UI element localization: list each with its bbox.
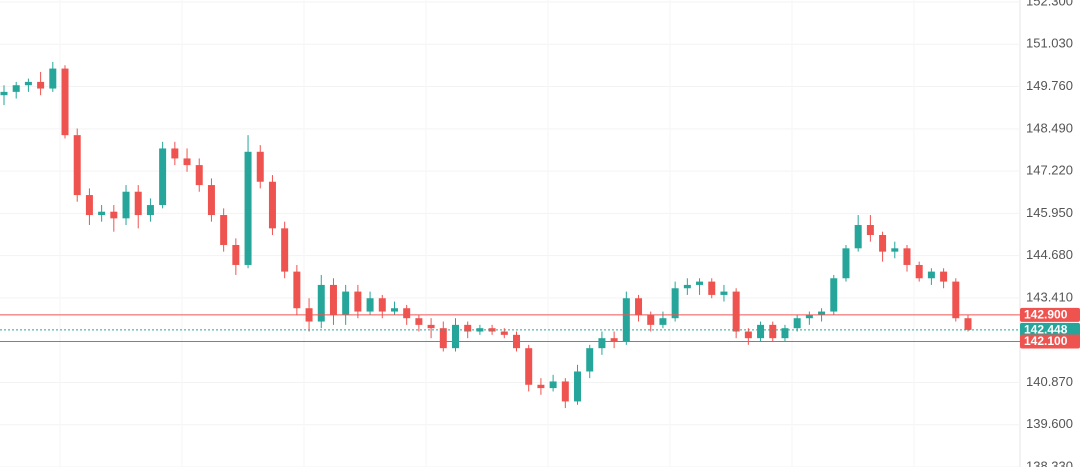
candle-body xyxy=(354,291,362,312)
candle-body xyxy=(183,158,191,166)
candle-body xyxy=(171,148,179,159)
candle-body xyxy=(390,308,398,312)
candle-body xyxy=(964,318,972,330)
candle-body xyxy=(805,314,813,319)
candle-body xyxy=(842,248,850,279)
y-tick-label: 143.410 xyxy=(1026,289,1073,304)
candle-body xyxy=(525,348,533,385)
candle-body xyxy=(708,281,716,295)
candle-body xyxy=(451,324,459,349)
candle-body xyxy=(110,211,118,219)
candle-body xyxy=(781,328,789,339)
candle-body xyxy=(903,248,911,265)
candle-body xyxy=(134,191,142,216)
candle-body xyxy=(598,338,606,349)
candle-body xyxy=(927,271,935,279)
candle-body xyxy=(683,284,691,289)
candle-body xyxy=(622,298,630,342)
candle-body xyxy=(744,331,752,339)
candle-body xyxy=(952,281,960,319)
candle-body xyxy=(696,281,704,285)
candle-body xyxy=(244,151,252,265)
y-tick-label: 149.760 xyxy=(1026,78,1073,93)
candle-body xyxy=(207,185,215,216)
candle-body xyxy=(586,348,594,372)
candle-body xyxy=(415,318,423,325)
candle-body xyxy=(757,324,765,339)
candle-body xyxy=(281,228,289,272)
y-tick-label: 151.030 xyxy=(1026,36,1073,51)
candle-body xyxy=(720,291,728,295)
candle-body xyxy=(659,318,667,325)
candle-body xyxy=(122,191,130,219)
candle-body xyxy=(854,225,862,249)
candle-body xyxy=(146,205,154,216)
candle-body xyxy=(500,331,508,335)
candle-body xyxy=(195,165,203,186)
candle-body xyxy=(98,211,106,216)
candle-body xyxy=(549,381,557,389)
y-tick-label: 139.600 xyxy=(1026,416,1073,431)
candle-body xyxy=(317,284,325,322)
candle-body xyxy=(12,85,20,92)
candle-body xyxy=(439,328,447,349)
candle-body xyxy=(427,324,435,329)
candle-body xyxy=(940,271,948,282)
candle-body xyxy=(537,384,545,389)
candle-body xyxy=(73,135,81,196)
candle-body xyxy=(671,288,679,319)
y-tick-label: 144.680 xyxy=(1026,247,1073,262)
level-label: 142.900 xyxy=(1024,308,1068,322)
candle-body xyxy=(574,371,582,402)
candle-body xyxy=(830,278,838,312)
y-tick-label: 138.330 xyxy=(1026,458,1073,467)
candle-body xyxy=(49,68,57,89)
candle-body xyxy=(818,311,826,315)
candle-body xyxy=(915,264,923,279)
candle-body xyxy=(635,298,643,315)
candle-body xyxy=(37,81,45,89)
candle-body xyxy=(866,225,874,235)
candle-body xyxy=(403,308,411,319)
candle-body xyxy=(561,381,569,402)
y-tick-label: 140.870 xyxy=(1026,374,1073,389)
level-label: 142.448 xyxy=(1024,323,1068,337)
candle-body xyxy=(329,284,337,315)
candle-body xyxy=(0,91,8,96)
candle-body xyxy=(647,314,655,325)
candle-body xyxy=(378,298,386,312)
candle-body xyxy=(159,148,167,206)
candle-body xyxy=(61,68,69,136)
level-label-box xyxy=(1020,322,1080,337)
candle-body xyxy=(220,215,228,245)
candle-body xyxy=(793,318,801,329)
candle-body xyxy=(891,248,899,252)
candle-body xyxy=(342,291,350,315)
candle-body xyxy=(268,181,276,229)
candle-body xyxy=(769,324,777,339)
candle-body xyxy=(879,234,887,252)
candle-body xyxy=(464,324,472,332)
candle-body xyxy=(476,328,484,332)
candle-body xyxy=(256,151,264,182)
candle-body xyxy=(232,244,240,265)
candle-body xyxy=(610,338,618,342)
y-tick-label: 147.220 xyxy=(1026,163,1073,178)
candle-body xyxy=(732,291,740,332)
level-label-box xyxy=(1020,334,1080,349)
candle-body xyxy=(24,81,32,86)
candle-body xyxy=(293,271,301,309)
level-label-box xyxy=(1020,307,1080,322)
candle-body xyxy=(85,195,93,216)
level-label: 142.100 xyxy=(1024,334,1068,348)
y-tick-label: 148.490 xyxy=(1026,120,1073,135)
y-tick-label: 145.950 xyxy=(1026,205,1073,220)
candle-body xyxy=(366,298,374,312)
y-tick-label: 152.300 xyxy=(1026,0,1073,8)
